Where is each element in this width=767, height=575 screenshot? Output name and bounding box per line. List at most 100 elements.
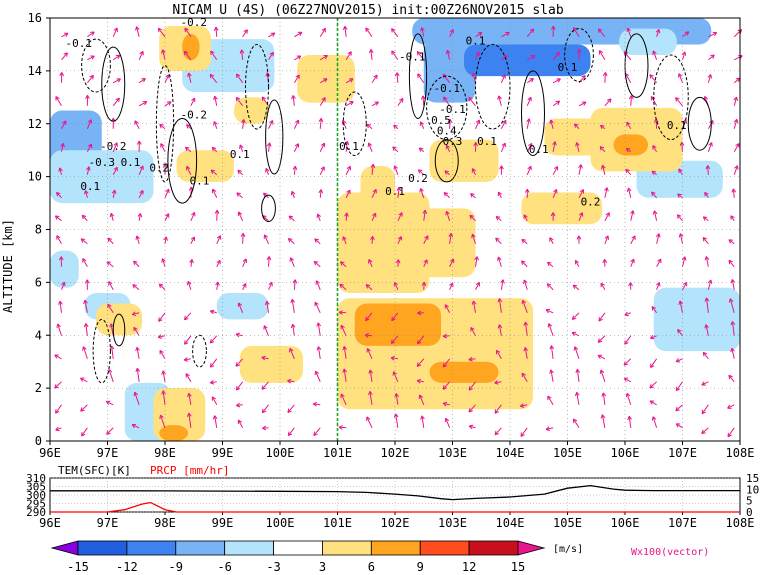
wind-vector (523, 347, 529, 359)
wind-vector (391, 50, 399, 61)
wind-vector (500, 74, 506, 83)
wind-vector (651, 306, 658, 314)
wind-vector (213, 95, 218, 106)
wind-vector (397, 236, 403, 244)
wind-vector (575, 142, 580, 152)
wind-vector (545, 308, 554, 314)
wind-vector (728, 298, 735, 313)
y-tick-label: 16 (28, 11, 42, 25)
wind-vector (547, 395, 554, 406)
u-patch (96, 303, 142, 336)
wind-vector (578, 212, 584, 221)
wind-vector (316, 322, 322, 336)
wind-vector (288, 215, 295, 222)
wind-vector (471, 72, 477, 83)
wind-vector (448, 233, 454, 244)
wind-vector (161, 390, 166, 405)
wind-vector (161, 49, 166, 60)
w-contour (81, 38, 111, 93)
wind-vector (315, 280, 321, 290)
wind-vector (676, 214, 683, 222)
wind-vector (265, 167, 270, 175)
wind-vector (291, 95, 296, 106)
wind-vector (393, 124, 399, 130)
wind-vector (316, 213, 321, 221)
y-tick-label: 4 (35, 328, 42, 342)
wind-vector (107, 368, 114, 382)
wind-vector (109, 345, 115, 359)
wind-vector (575, 368, 581, 382)
wind-vector (500, 279, 505, 290)
wind-vector (468, 96, 476, 107)
wind-vector (84, 279, 90, 290)
colorbar-tick-label: -12 (116, 560, 138, 574)
wind-vector (287, 404, 295, 413)
wind-vector (54, 381, 62, 389)
wind-vector (396, 186, 402, 198)
wind-vector (520, 427, 528, 437)
wind-vector (655, 233, 661, 244)
wind-vector (235, 332, 243, 338)
wind-vector (417, 73, 425, 84)
wind-vector (135, 235, 140, 244)
wind-vector (416, 358, 425, 367)
wind-vector (656, 282, 661, 290)
wind-vector (649, 400, 657, 406)
wind-vector (497, 95, 502, 106)
wind-vector (134, 120, 140, 130)
contour-label: -0.1 (434, 82, 461, 95)
wind-vector (370, 163, 376, 175)
wind-vector (368, 259, 373, 267)
wind-vector (422, 209, 428, 221)
wind-vector (58, 300, 63, 313)
wind-vector (397, 97, 404, 107)
prcp-tick-label: 15 (746, 472, 759, 485)
wind-vector (314, 301, 321, 313)
wind-vector (209, 335, 218, 344)
contour-label: 0.1 (466, 34, 486, 47)
wind-vector (56, 191, 62, 199)
wind-vector (730, 347, 735, 359)
surface-x-tick-label: 98E (154, 516, 176, 530)
wind-vector (677, 193, 683, 199)
wind-vector (702, 351, 709, 360)
wind-vector (704, 297, 710, 313)
wind-vector (604, 98, 612, 107)
wind-vector (60, 143, 65, 152)
wind-vector (675, 97, 683, 107)
wind-vector (521, 238, 528, 245)
contour-label: -0.1 (399, 50, 426, 63)
wind-vector (420, 95, 426, 106)
wind-vector (473, 142, 479, 152)
wind-vector (161, 258, 166, 267)
wind-vector (268, 281, 273, 290)
wind-vector (371, 101, 379, 107)
wind-vector (80, 404, 88, 412)
tem-tick-label: 290 (26, 506, 46, 519)
wind-vector (211, 188, 218, 198)
wind-vector (707, 279, 713, 290)
wind-vector (209, 73, 218, 84)
wind-vector (184, 146, 192, 153)
surface-x-tick-label: 99E (212, 516, 234, 530)
wind-vector (390, 335, 399, 345)
wind-vector (475, 51, 480, 60)
u-patch (521, 192, 602, 225)
wind-vector (468, 424, 476, 430)
wind-vector (730, 279, 736, 290)
wind-vector (236, 192, 243, 199)
wind-vector (552, 51, 560, 61)
wind-vector (137, 213, 143, 221)
wind-vector (186, 280, 192, 290)
wind-vector (419, 188, 425, 198)
wind-vector (366, 416, 373, 428)
wind-vector (55, 426, 62, 432)
wind-vector (292, 279, 298, 290)
wind-vector (82, 258, 88, 268)
wind-vector (602, 72, 608, 83)
y-tick-label: 2 (35, 381, 42, 395)
w-contour (564, 28, 594, 82)
wind-vector (495, 237, 502, 245)
wind-vector (292, 165, 298, 175)
wind-vector (86, 166, 91, 175)
